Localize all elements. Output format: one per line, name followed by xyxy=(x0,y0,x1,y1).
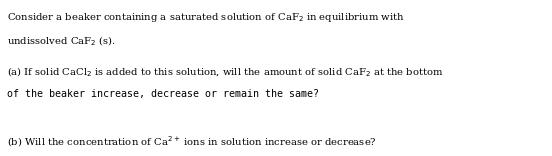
Text: undissolved CaF$_2$ (s).: undissolved CaF$_2$ (s). xyxy=(7,34,116,48)
Text: (a) If solid CaCl$_2$ is added to this solution, will the amount of solid CaF$_2: (a) If solid CaCl$_2$ is added to this s… xyxy=(7,66,444,79)
Text: of the beaker increase, decrease or remain the same?: of the beaker increase, decrease or rema… xyxy=(7,89,319,99)
Text: Consider a beaker containing a saturated solution of CaF$_2$ in equilibrium with: Consider a beaker containing a saturated… xyxy=(7,11,405,24)
Text: (b) Will the concentration of Ca$^{2+}$ ions in solution increase or decrease?: (b) Will the concentration of Ca$^{2+}$ … xyxy=(7,134,377,149)
